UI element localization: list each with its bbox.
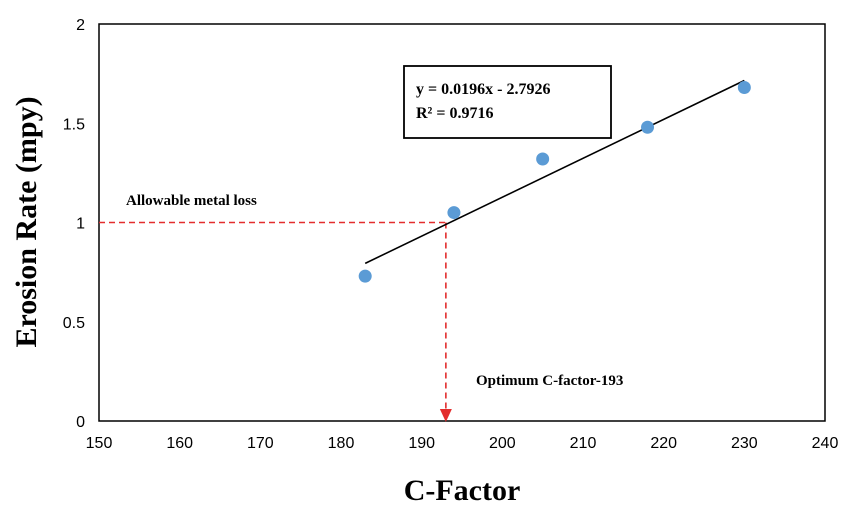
reference-y-label: Allowable metal loss [126, 193, 257, 209]
x-tick-label: 230 [731, 435, 758, 452]
x-axis-title: C-Factor [404, 474, 521, 506]
x-tick-label: 160 [166, 435, 193, 452]
data-points [358, 81, 751, 283]
x-tick-label: 200 [489, 435, 516, 452]
x-tick-label: 190 [408, 435, 435, 452]
reference-x-label: Optimum C-factor-193 [476, 373, 623, 389]
equation-box [403, 65, 612, 139]
y-tick-label: 1.5 [63, 116, 85, 133]
y-tick-label: 2 [76, 17, 85, 34]
trendline-equation: y = 0.0196x - 2.7926 [416, 81, 550, 98]
x-tick-label: 150 [86, 435, 113, 452]
y-tick-label: 0 [76, 414, 85, 431]
x-tick-label: 180 [328, 435, 355, 452]
y-tick-label: 1 [76, 216, 85, 233]
reference-arrowhead [439, 409, 452, 422]
data-point [447, 206, 461, 220]
y-tick-label: 0.5 [63, 315, 85, 332]
x-tick-label: 210 [570, 435, 597, 452]
data-point [358, 269, 372, 283]
trendline-r2: R² = 0.9716 [416, 105, 493, 122]
x-tick-label: 220 [650, 435, 677, 452]
trendline-group [364, 79, 745, 265]
x-axis-ticks: 150 160 170 180 190 200 210 220 230 240 [86, 435, 839, 452]
data-point [536, 152, 550, 166]
y-axis-title: Erosion Rate (mpy) [10, 96, 43, 347]
x-tick-label: 240 [812, 435, 839, 452]
data-point [641, 120, 655, 134]
reference-lines [99, 221, 452, 422]
trendline [364, 79, 745, 265]
x-tick-label: 170 [247, 435, 274, 452]
y-axis-ticks: 0 0.5 1 1.5 2 [63, 17, 85, 431]
data-point [737, 81, 751, 95]
